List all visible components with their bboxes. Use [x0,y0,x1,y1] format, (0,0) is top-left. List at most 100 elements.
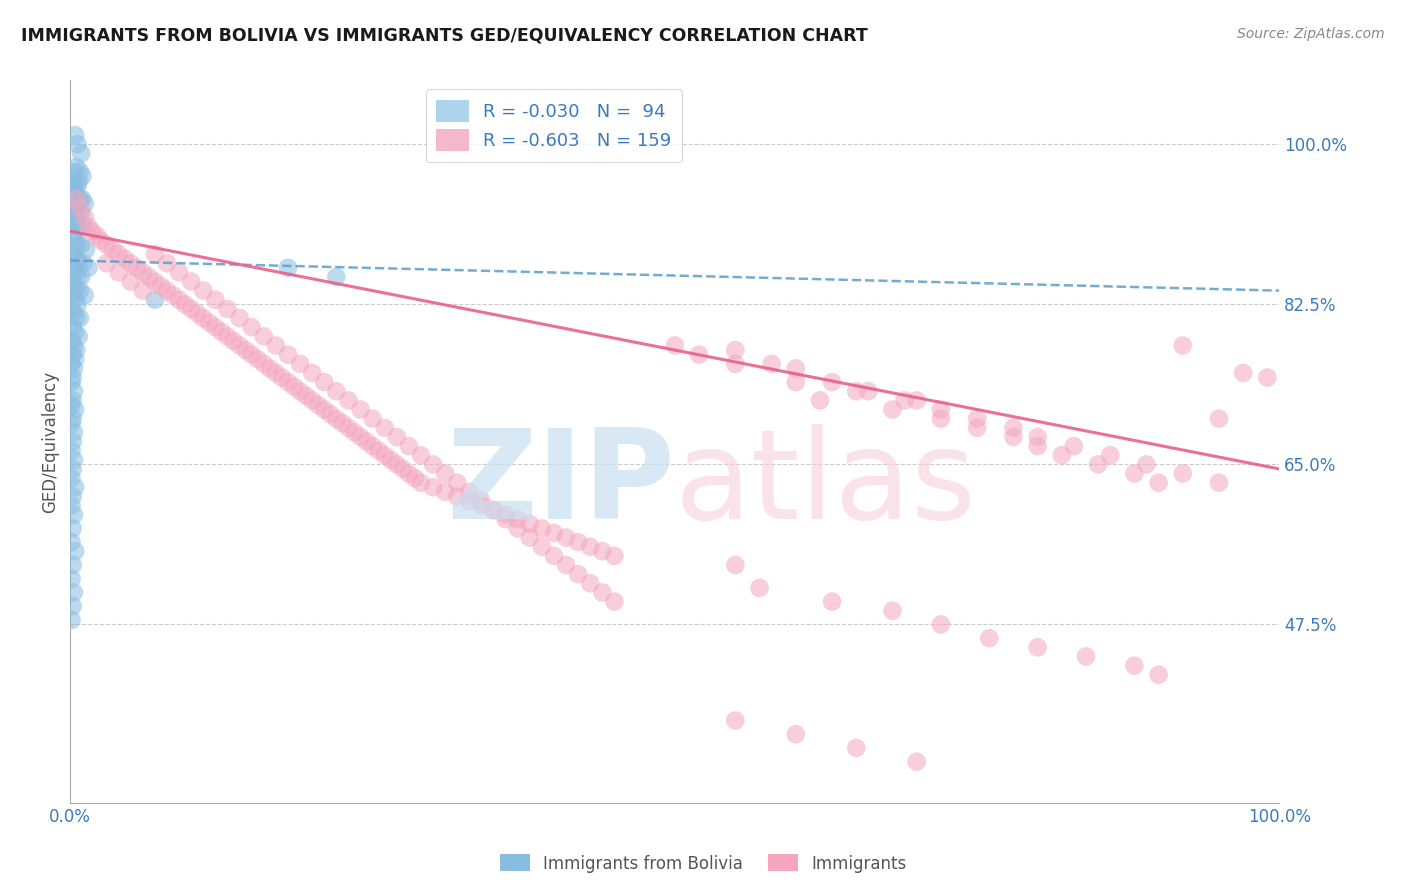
Point [567,535,589,549]
Point [253,357,276,371]
Point [458,494,481,508]
Point [264,366,287,380]
Point [162,288,184,302]
Point [434,467,457,481]
Point [211,325,233,339]
Point [67,174,90,188]
Point [69,311,91,326]
Point [392,462,415,476]
Point [60,499,83,513]
Point [70,269,93,284]
Point [62,393,84,408]
Point [283,379,305,393]
Point [446,475,468,490]
Point [60,247,83,261]
Point [579,540,602,554]
Point [337,421,360,435]
Point [67,256,90,270]
Point [332,416,354,430]
Point [65,215,87,229]
Point [228,338,250,352]
Point [591,544,613,558]
Point [385,430,408,444]
Text: Source: ZipAtlas.com: Source: ZipAtlas.com [1237,27,1385,41]
Point [70,206,93,220]
Point [349,430,371,444]
Point [314,402,336,417]
Point [77,260,100,275]
Point [66,206,89,220]
Point [80,224,103,238]
Point [62,521,84,535]
Point [1171,338,1194,352]
Point [337,393,360,408]
Point [132,284,155,298]
Point [62,599,84,614]
Point [1123,658,1146,673]
Point [1147,475,1170,490]
Point [1208,475,1230,490]
Point [519,516,541,531]
Point [60,535,83,549]
Point [222,334,245,348]
Legend: R = -0.030   N =  94, R = -0.603   N = 159: R = -0.030 N = 94, R = -0.603 N = 159 [426,89,682,162]
Point [277,375,299,389]
Point [301,366,323,380]
Point [63,425,86,440]
Point [724,714,747,728]
Point [114,252,136,266]
Point [1123,467,1146,481]
Point [143,293,166,307]
Point [63,211,86,225]
Point [143,275,166,289]
Point [1171,467,1194,481]
Point [125,260,148,275]
Point [966,411,988,425]
Point [65,160,87,174]
Point [60,613,83,627]
Point [90,233,111,247]
Point [62,320,84,334]
Point [63,361,86,376]
Point [132,265,155,279]
Point [929,402,952,417]
Point [470,499,492,513]
Point [374,421,396,435]
Point [107,265,129,279]
Text: ZIP: ZIP [446,425,675,545]
Point [277,260,299,275]
Point [1256,370,1278,384]
Point [724,558,747,572]
Point [882,604,904,618]
Point [246,352,269,367]
Point [60,375,83,389]
Point [664,338,686,352]
Point [1063,439,1085,453]
Point [63,306,86,320]
Point [380,453,402,467]
Point [60,301,83,316]
Point [62,196,84,211]
Point [821,594,844,608]
Point [62,260,84,275]
Point [495,508,517,522]
Point [1135,458,1157,472]
Point [555,558,578,572]
Point [69,192,91,206]
Point [325,384,347,399]
Point [506,521,529,535]
Point [101,243,124,257]
Point [150,279,172,293]
Point [398,439,420,453]
Point [349,402,371,417]
Point [66,178,89,193]
Point [73,211,96,225]
Point [193,311,215,326]
Point [1208,411,1230,425]
Point [63,128,86,143]
Point [325,411,347,425]
Point [63,178,86,193]
Point [66,297,89,311]
Point [63,279,86,293]
Point [240,320,263,334]
